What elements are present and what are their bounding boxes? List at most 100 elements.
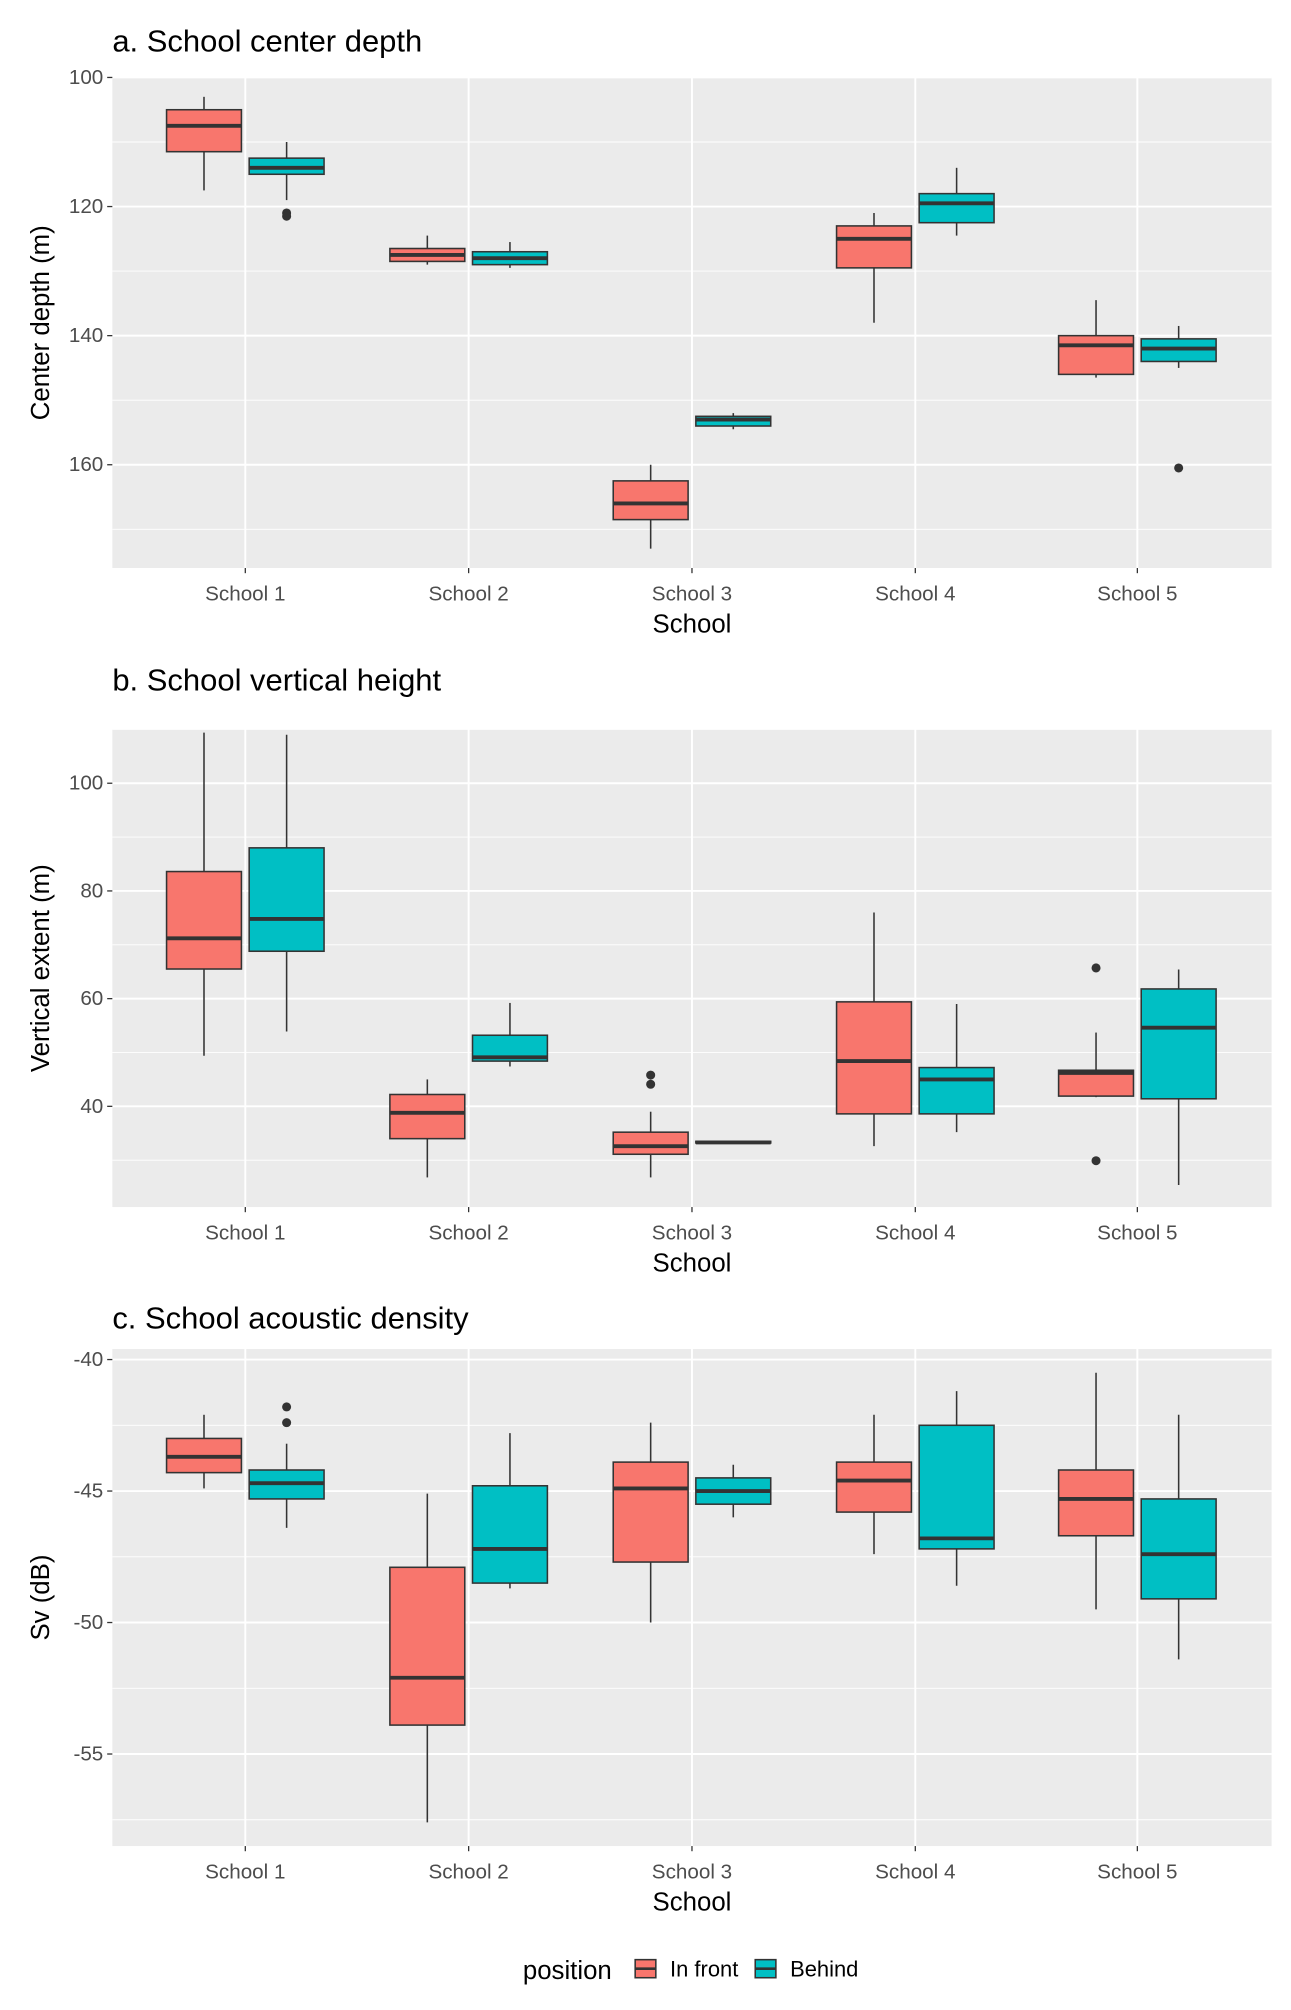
y-tick-label: 140 bbox=[69, 324, 103, 347]
x-tick-label: School 1 bbox=[205, 582, 285, 605]
outlier-point bbox=[282, 1402, 292, 1412]
box bbox=[1057, 1469, 1135, 1537]
box-behind-school-5 bbox=[1140, 325, 1217, 473]
outlier-point bbox=[1091, 963, 1101, 973]
box-in-front-school-4 bbox=[835, 912, 913, 1147]
y-tick-label: 60 bbox=[80, 987, 103, 1010]
x-axis-title: School bbox=[653, 1889, 732, 1917]
box-behind-school-3 bbox=[695, 1140, 772, 1145]
box-behind-school-5 bbox=[1140, 969, 1217, 1185]
outlier-point bbox=[646, 1070, 656, 1080]
panel-2: b. School vertical height 40 60 80 100 School… bbox=[27, 663, 1272, 1278]
box-behind-school-4 bbox=[918, 167, 995, 236]
y-tick-label: -45 bbox=[73, 1479, 103, 1502]
y-tick-label: 100 bbox=[69, 772, 103, 795]
box-in-front-school-5 bbox=[1057, 1372, 1135, 1610]
box bbox=[918, 192, 995, 224]
y-tick-label: 120 bbox=[69, 195, 103, 218]
box-behind-school-1 bbox=[248, 1402, 325, 1528]
panel-title: a. School center depth bbox=[112, 24, 422, 59]
legend-label-behind: Behind bbox=[790, 1956, 858, 1981]
legend-label-in-front: In front bbox=[670, 1956, 738, 1981]
x-tick-label: School 5 bbox=[1097, 1860, 1177, 1883]
box bbox=[835, 1001, 913, 1115]
box-behind-school-1 bbox=[248, 734, 325, 1032]
x-tick-label: School 1 bbox=[205, 1221, 285, 1244]
y-tick-label: 40 bbox=[80, 1095, 103, 1118]
x-tick-label: School 3 bbox=[652, 582, 732, 605]
panel-title: c. School acoustic density bbox=[112, 1300, 469, 1335]
x-tick-label: School 3 bbox=[652, 1860, 732, 1883]
box-in-front-school-1 bbox=[165, 1414, 243, 1489]
x-tick-label: School 5 bbox=[1097, 1221, 1177, 1244]
box-in-front-school-5 bbox=[1057, 963, 1135, 1166]
legend: position In front Behind bbox=[523, 1956, 859, 1985]
box-in-front-school-1 bbox=[165, 96, 243, 191]
box-in-front-school-2 bbox=[389, 1079, 466, 1178]
box-in-front-school-3 bbox=[612, 1070, 689, 1178]
box-in-front-school-3 bbox=[612, 464, 689, 549]
box bbox=[918, 1066, 995, 1115]
box-in-front-school-2 bbox=[389, 235, 466, 265]
y-tick-label: -55 bbox=[73, 1742, 103, 1765]
box bbox=[1140, 1498, 1217, 1600]
x-tick-label: School 2 bbox=[428, 1221, 508, 1244]
box bbox=[165, 870, 243, 970]
x-tick-label: School 2 bbox=[428, 1860, 508, 1883]
box bbox=[612, 480, 689, 521]
box bbox=[612, 1461, 689, 1563]
box bbox=[1140, 988, 1217, 1100]
box-behind-school-2 bbox=[471, 242, 549, 268]
box-in-front-school-4 bbox=[835, 1414, 913, 1555]
panel-title: b. School vertical height bbox=[112, 663, 441, 698]
x-tick-label: School 3 bbox=[652, 1221, 732, 1244]
x-axis-title: School bbox=[653, 1250, 732, 1278]
x-tick-label: School 2 bbox=[428, 582, 508, 605]
box bbox=[1057, 334, 1135, 376]
x-tick-label: School 4 bbox=[875, 1860, 955, 1883]
legend-title: position bbox=[523, 1957, 612, 1985]
box-behind-school-2 bbox=[471, 1433, 549, 1589]
x-tick-label: School 1 bbox=[205, 1860, 285, 1883]
x-tick-label: School 4 bbox=[875, 582, 955, 605]
box-in-front-school-5 bbox=[1057, 300, 1135, 378]
box-behind-school-4 bbox=[918, 1391, 995, 1586]
box-behind-school-3 bbox=[695, 1464, 772, 1518]
x-tick-label: School 5 bbox=[1097, 582, 1177, 605]
box bbox=[835, 225, 913, 269]
box bbox=[389, 1093, 466, 1140]
box bbox=[835, 1461, 913, 1513]
box-behind-school-1 bbox=[248, 142, 325, 221]
box-in-front-school-4 bbox=[835, 213, 913, 323]
box bbox=[471, 1485, 549, 1584]
y-tick-label: -40 bbox=[73, 1348, 103, 1371]
box-behind-school-3 bbox=[695, 413, 772, 430]
box-in-front-school-2 bbox=[389, 1493, 466, 1823]
y-tick-label: 160 bbox=[69, 453, 103, 476]
outlier-point bbox=[646, 1079, 656, 1089]
x-tick-label: School 4 bbox=[875, 1221, 955, 1244]
outlier-point bbox=[282, 1418, 292, 1428]
box-behind-school-4 bbox=[918, 1004, 995, 1133]
box bbox=[248, 847, 325, 953]
outlier-point bbox=[1174, 463, 1184, 473]
box bbox=[918, 1424, 995, 1550]
panel-1: a. School center depth 100 120 140 160 School… bbox=[27, 24, 1272, 639]
y-axis-title: Vertical extent (m) bbox=[27, 864, 55, 1072]
y-axis-title: Center depth (m) bbox=[27, 225, 55, 420]
box bbox=[389, 1566, 466, 1726]
panel-3: c. School acoustic density -55 -50 -45 -40 Sc… bbox=[27, 1300, 1272, 1917]
box-behind-school-5 bbox=[1140, 1414, 1217, 1660]
box-behind-school-2 bbox=[471, 1002, 549, 1067]
y-tick-label: 80 bbox=[80, 879, 103, 902]
outlier-point bbox=[282, 211, 292, 221]
x-axis-title: School bbox=[653, 611, 732, 639]
y-tick-label: -50 bbox=[73, 1611, 103, 1634]
box-in-front-school-3 bbox=[612, 1422, 689, 1623]
y-tick-label: 100 bbox=[69, 66, 103, 89]
outlier-point bbox=[1091, 1156, 1101, 1166]
y-axis-title: Sv (dB) bbox=[27, 1555, 55, 1641]
box bbox=[612, 1131, 689, 1156]
box-in-front-school-1 bbox=[165, 732, 243, 1056]
